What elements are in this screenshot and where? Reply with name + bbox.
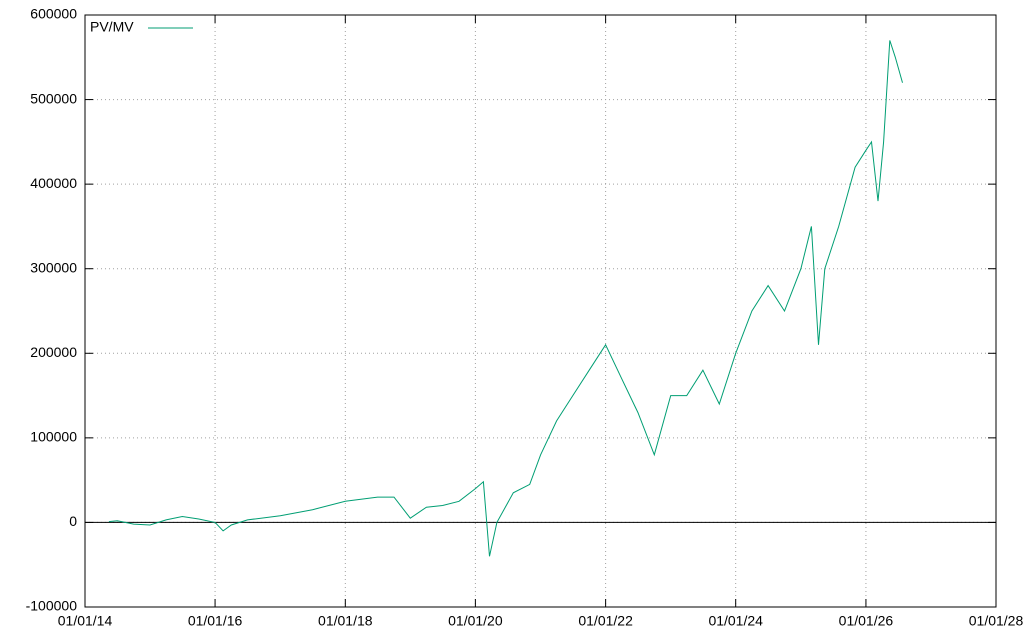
x-tick-label: 01/01/22 — [578, 613, 633, 629]
x-tick-label: 01/01/14 — [58, 613, 113, 629]
data-line — [108, 40, 903, 557]
y-tick-label: 100000 — [30, 429, 77, 445]
y-tick-label: -100000 — [26, 598, 78, 614]
y-tick-label: 600000 — [30, 6, 77, 22]
plot-border — [84, 14, 997, 608]
x-tick-label: 01/01/28 — [969, 613, 1024, 629]
x-tick-label: 01/01/18 — [318, 613, 373, 629]
y-tick-label: 300000 — [30, 259, 77, 275]
x-tick-label: 01/01/26 — [839, 613, 894, 629]
y-tick-label: 0 — [69, 513, 77, 529]
x-tick-label: 01/01/24 — [708, 613, 763, 629]
y-tick-label: 200000 — [30, 344, 77, 360]
y-tick-label: 500000 — [30, 90, 77, 106]
y-tick-label: 400000 — [30, 175, 77, 191]
legend-label: PV/MV — [90, 19, 134, 35]
x-tick-label: 01/01/20 — [448, 613, 503, 629]
x-tick-label: 01/01/16 — [188, 613, 243, 629]
